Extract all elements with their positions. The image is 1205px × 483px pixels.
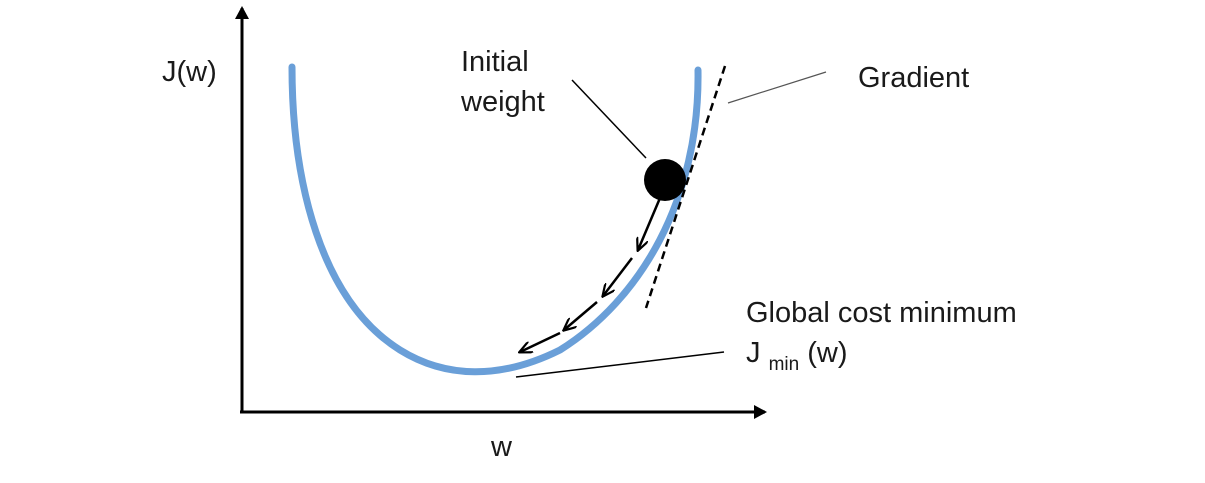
descent-arrow [603, 257, 633, 296]
initial-weight-label-line2: weight [460, 86, 545, 118]
descent-arrow [638, 197, 662, 250]
descent-arrow [520, 331, 561, 352]
initial-weight-ball [644, 159, 686, 201]
global-min-symbol: J min (w) [746, 337, 848, 377]
global-min-label: Global cost minimum [746, 297, 1017, 329]
descent-steps [520, 197, 662, 352]
y-axis-label: J(w) [162, 56, 217, 88]
x-axis-label: w [490, 431, 513, 463]
initial-weight-leader-line [571, 79, 647, 159]
global-min-symbol-suffix: (w) [807, 337, 847, 369]
global-min-symbol-j: J [746, 337, 761, 369]
global-min-leader-line [515, 351, 725, 378]
descent-arrow [564, 301, 598, 330]
cost-curve [288, 63, 702, 376]
global-min-symbol-subscript: min [769, 354, 800, 375]
gradient-tangent-line [644, 65, 727, 309]
gradient-label: Gradient [858, 62, 969, 94]
initial-weight-label-line1: Initial [461, 46, 529, 78]
gradient-leader-line [727, 71, 827, 104]
